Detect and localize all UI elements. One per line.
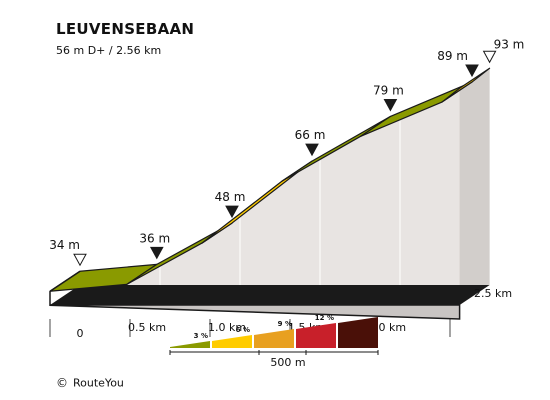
elevation-label: 89 m xyxy=(437,49,468,63)
x-axis-tick-label: 1.0 km xyxy=(208,321,246,334)
legend-gradient-label: 9 % xyxy=(278,320,292,328)
elevation-label: 79 m xyxy=(373,83,404,97)
page-subtitle: 56 m D+ / 2.56 km xyxy=(56,44,162,57)
x-axis-tick-label: 2.5 km xyxy=(474,287,512,300)
profile-base-edge xyxy=(50,285,490,305)
legend-gradient-swatch xyxy=(254,329,294,348)
legend-gradient-label: 6 % xyxy=(236,326,250,334)
legend-gradient-label: 12 % xyxy=(315,314,334,322)
x-axis-tick-label: 0 xyxy=(77,327,84,340)
profile-start-cap xyxy=(49,270,81,292)
legend-gradient-swatch xyxy=(338,317,378,348)
legend-gradient-swatch xyxy=(212,335,252,348)
profile-segment xyxy=(441,67,491,103)
endpoint-marker-icon xyxy=(73,253,87,267)
elevation-label: 36 m xyxy=(139,231,170,245)
elevation-marker-icon xyxy=(225,205,239,219)
copyright-icon: © xyxy=(56,376,68,390)
legend-gradient-swatch xyxy=(296,323,336,348)
endpoint-marker-icon xyxy=(482,50,497,64)
scale-bar-label: 500 m xyxy=(270,356,305,369)
elevation-marker-icon xyxy=(305,143,319,157)
elevation-label: 93 m xyxy=(494,37,525,51)
elevation-marker-icon xyxy=(465,64,479,78)
elevation-marker-icon xyxy=(149,246,164,260)
page-title: LEUVENSEBAAN xyxy=(56,20,195,38)
elevation-marker-icon xyxy=(383,98,398,112)
x-axis-tick-label: 0.5 km xyxy=(128,321,166,334)
credit: © RouteYou xyxy=(56,376,124,390)
legend-gradient-label: 3 % xyxy=(194,332,208,340)
profile-front-base xyxy=(49,291,461,320)
elevation-label: 66 m xyxy=(295,128,326,142)
legend-gradient-swatch xyxy=(170,341,210,348)
elevation-label: 34 m xyxy=(49,238,80,252)
credit-label: RouteYou xyxy=(73,376,124,390)
profile-end-face xyxy=(459,68,490,305)
elevation-label: 48 m xyxy=(215,190,246,204)
